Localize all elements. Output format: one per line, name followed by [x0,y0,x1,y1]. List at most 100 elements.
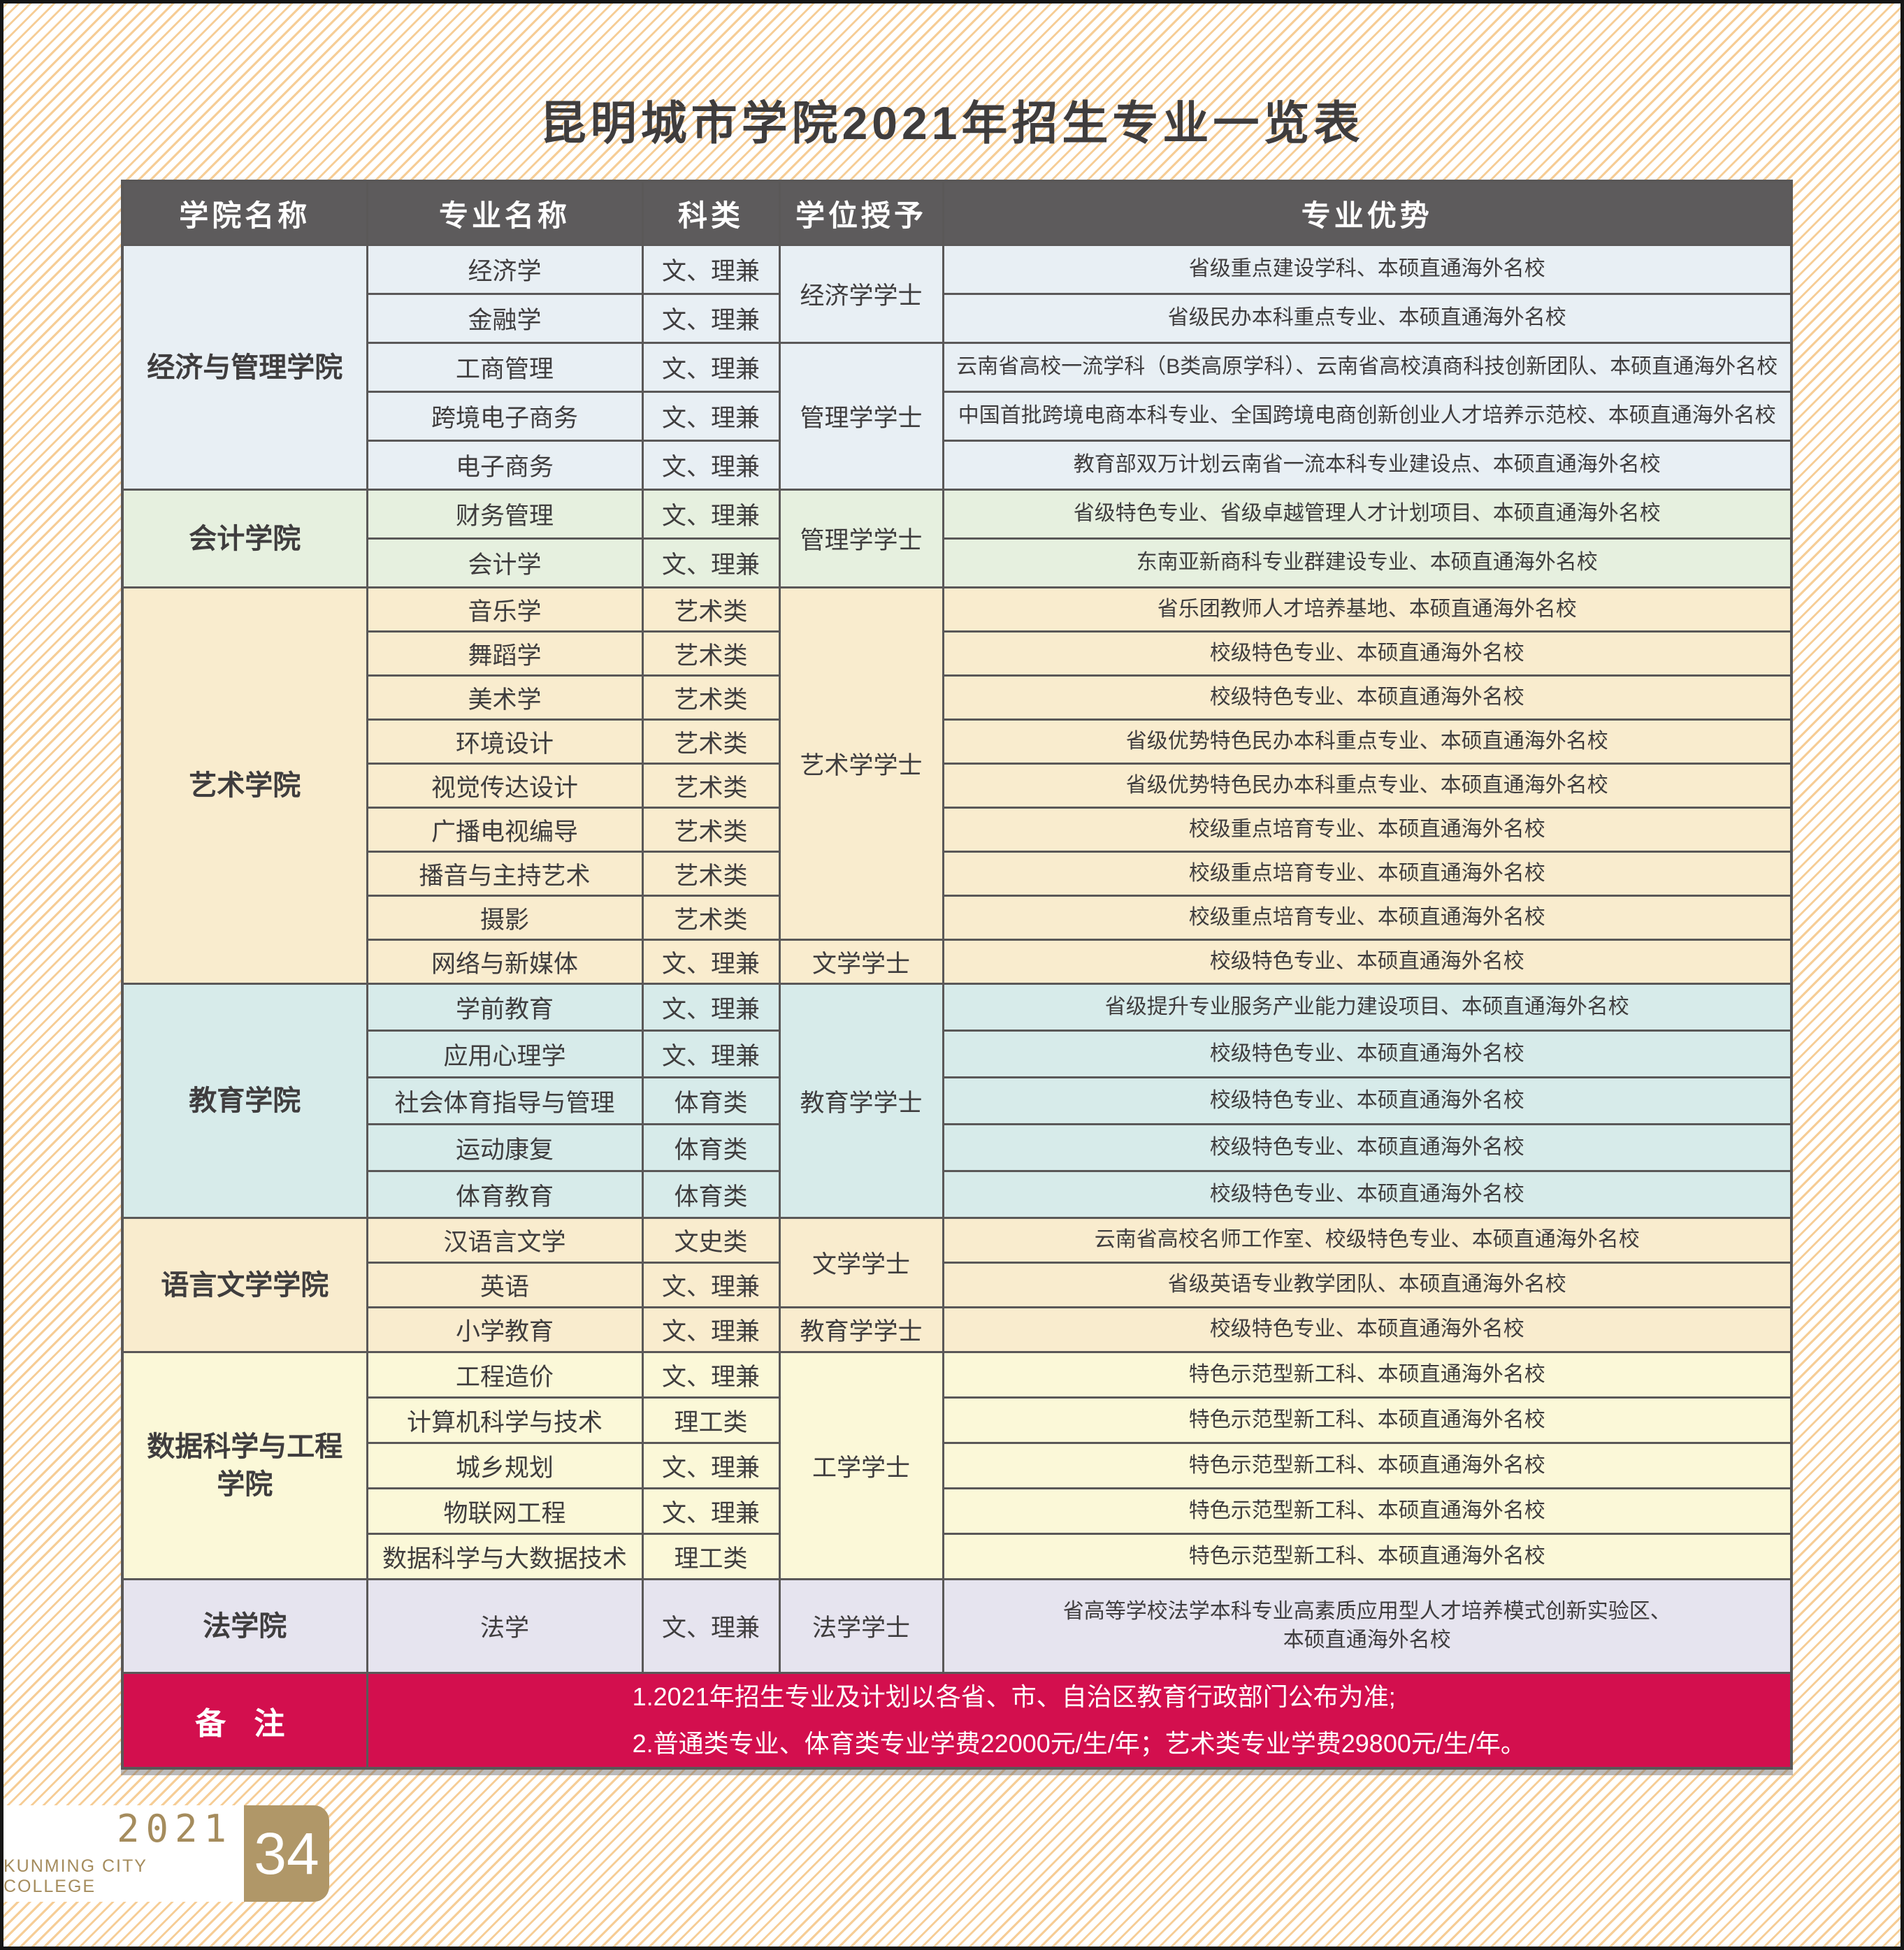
table-row: 法学院 法学 文、理兼 法学学士 省高等学校法学本科专业高素质应用型人才培养模式创新实验… [121,1578,1793,1674]
category-cell: 文、理兼 [641,489,781,540]
table-row: 工商管理 文、理兼 管理学学士 云南省高校一流学科（B类高原学科）、云南省高校滇商科技… [122,342,1793,491]
advantage-text: 省级重点建设学科、本硕直通海外名校 [1188,257,1545,281]
major-cell: 经济学 [366,244,644,295]
major-cell: 应用心理学 [366,1030,644,1078]
category-cell: 文、理兼 [641,1306,781,1353]
college-name-cell: 数据科学与工程学院 [121,1351,368,1580]
advantage-text: 校级特色专业、本硕直通海外名校 [1209,685,1524,709]
advantage-cell: 省级优势特色民办本科重点专业、本硕直通海外名校 [942,718,1793,765]
advantage-text: 省级民办本科重点专业、本硕直通海外名校 [1167,306,1566,330]
advantage-cell: 云南省高校一流学科（B类高原学科）、云南省高校滇商科技创新团队、本硕直通海外名校 [942,342,1793,393]
major-cell: 播音与主持艺术 [366,851,644,897]
advantage-text: 校级重点培育专业、本硕直通海外名校 [1188,905,1545,929]
header-subject-category: 科类 [641,180,781,246]
major-cell: 摄影 [366,895,644,941]
major-cell: 体育教育 [366,1170,644,1219]
advantage-text: 校级特色专业、本硕直通海外名校 [1209,1135,1524,1159]
advantage-cell: 校级特色专业、本硕直通海外名校 [942,630,1793,677]
category-cell: 文、理兼 [641,1578,781,1674]
page-number-badge: 34 [244,1805,329,1902]
table-row: 播音与主持艺术 艺术类 校级重点培育专业、本硕直通海外名校 [122,851,1793,897]
advantage-text: 东南亚新商科专业群建设专业、本硕直通海外名校 [1136,551,1598,575]
table-row: 社会体育指导与管理 体育类 校级特色专业、本硕直通海外名校 [122,1076,1793,1125]
major-cell: 工程造价 [366,1351,644,1399]
advantage-cell: 特色示范型新工科、本硕直通海外名校 [942,1533,1793,1580]
admission-majors-table: 学院名称 专业名称 科类 学位授予 专业优势 经济与管理学院 经济学 文、理兼 经济学… [121,180,1793,1770]
advantage-text: 省级提升专业服务产业能力建设项目、本硕直通海外名校 [1104,995,1629,1018]
advantage-text: 校级重点培育专业、本硕直通海外名校 [1188,861,1545,885]
table-row: 运动康复 体育类 校级特色专业、本硕直通海外名校 [122,1123,1793,1172]
major-cell: 电子商务 [366,440,644,491]
degree-cell: 文学学士 [778,1217,944,1308]
college-name-cell: 语言文学学院 [121,1217,368,1353]
degree-cell: 法学学士 [778,1578,944,1674]
advantage-cell: 特色示范型新工科、本硕直通海外名校 [942,1396,1793,1444]
advantage-text: 校级特色专业、本硕直通海外名校 [1209,1088,1524,1112]
page-footer: 2021 KUNMING CITY COLLEGE 34 [3,1805,329,1902]
advantage-cell: 校级重点培育专业、本硕直通海外名校 [942,807,1793,853]
table-row: 应用心理学 文、理兼 校级特色专业、本硕直通海外名校 [122,1030,1793,1078]
footer-year: 2021 [116,1807,233,1851]
major-cell: 运动康复 [366,1123,644,1172]
advantage-text: 中国首批跨境电商本科专业、全国跨境电商创新创业人才培养示范校、本硕直通海外名校 [958,404,1776,428]
degree-cell: 教育学学士 [778,1306,944,1353]
header-college-name: 学院名称 [121,180,368,246]
table-row: 数据科学与大数据技术 理工类 特色示范型新工科、本硕直通海外名校 [122,1533,1793,1580]
category-cell: 艺术类 [641,718,781,765]
college-name-cell: 艺术学院 [121,586,368,985]
category-cell: 艺术类 [641,674,781,721]
table-row: 摄影 艺术类 校级重点培育专业、本硕直通海外名校 [122,895,1793,941]
major-cell: 学前教育 [366,983,644,1032]
table-row: 英语 文、理兼 省级英语专业教学团队、本硕直通海外名校 [122,1262,1793,1308]
advantage-cell: 校级特色专业、本硕直通海外名校 [942,674,1793,721]
major-cell: 舞蹈学 [366,630,644,677]
table-body: 经济与管理学院 经济学文、理兼 经济学学士 省级重点建设学科、本硕直通海外名校金融学文… [121,244,1793,1674]
table-row: 舞蹈学 艺术类 校级特色专业、本硕直通海外名校 [122,630,1793,677]
category-cell: 文、理兼 [641,1030,781,1078]
major-cell: 城乡规划 [366,1442,644,1489]
header-degree-awarded: 学位授予 [778,180,944,246]
degree-cell: 工学学士 [778,1351,944,1580]
table-row: 跨境电子商务 文、理兼 中国首批跨境电商本科专业、全国跨境电商创新创业人才培养示范校… [122,391,1793,442]
page-number: 34 [254,1820,319,1886]
advantage-cell: 省乐团教师人才培养基地、本硕直通海外名校 [942,586,1793,633]
college-name-cell: 经济与管理学院 [121,244,368,491]
category-cell: 文、理兼 [641,1262,781,1308]
table-row: 网络与新媒体 文、理兼 文学学士 校级特色专业、本硕直通海外名校 [122,939,1793,985]
major-cell: 美术学 [366,674,644,721]
major-cell: 视觉传达设计 [366,763,644,809]
category-cell: 理工类 [641,1396,781,1444]
major-cell: 计算机科学与技术 [366,1396,644,1444]
major-cell: 数据科学与大数据技术 [366,1533,644,1580]
advantage-text: 教育部双万计划云南省一流本科专业建设点、本硕直通海外名校 [1073,453,1661,477]
category-cell: 文、理兼 [641,1351,781,1399]
advantage-text: 特色示范型新工科、本硕直通海外名校 [1188,1498,1545,1522]
table-row: 计算机科学与技术 理工类 特色示范型新工科、本硕直通海外名校 [122,1396,1793,1444]
college-name-cell: 教育学院 [121,983,368,1219]
category-cell: 艺术类 [641,763,781,809]
category-cell: 文、理兼 [641,1487,781,1535]
advantage-text: 校级特色专业、本硕直通海外名校 [1209,1041,1524,1065]
table-row: 经济与管理学院 经济学文、理兼 经济学学士 省级重点建设学科、本硕直通海外名校 [121,244,1793,491]
table-row: 艺术学院 音乐学 艺术类 艺术学学士 省乐团教师人才培养基地、本硕直通海外名校 [121,586,1793,985]
advantage-cell: 省级重点建设学科、本硕直通海外名校 [942,244,1793,295]
category-cell: 文、理兼 [641,440,781,491]
major-cell: 金融学 [366,293,644,344]
advantage-text: 省乐团教师人才培养基地、本硕直通海外名校 [1157,597,1577,621]
major-cell: 小学教育 [366,1306,644,1353]
advantage-text: 云南省高校一流学科（B类高原学科）、云南省高校滇商科技创新团队、本硕直通海外名校 [956,355,1778,379]
degree-cell: 经济学学士 [778,244,944,344]
major-cell: 法学 [366,1578,644,1674]
category-cell: 文、理兼 [641,1442,781,1489]
notes-label-cell: 备 注 [121,1672,368,1770]
advantage-text: 校级特色专业、本硕直通海外名校 [1209,1182,1524,1206]
category-cell: 文、理兼 [641,537,781,588]
advantage-text: 校级特色专业、本硕直通海外名校 [1209,949,1524,973]
advantage-cell: 特色示范型新工科、本硕直通海外名校 [942,1442,1793,1489]
college-name-cell: 法学院 [121,1578,368,1674]
category-cell: 文、理兼 [641,939,781,985]
advantage-cell: 中国首批跨境电商本科专业、全国跨境电商创新创业人才培养示范校、本硕直通海外名校 [942,391,1793,442]
major-cell: 汉语言文学 [366,1217,644,1264]
advantage-cell: 省级优势特色民办本科重点专业、本硕直通海外名校 [942,763,1793,809]
major-cell: 跨境电子商务 [366,391,644,442]
